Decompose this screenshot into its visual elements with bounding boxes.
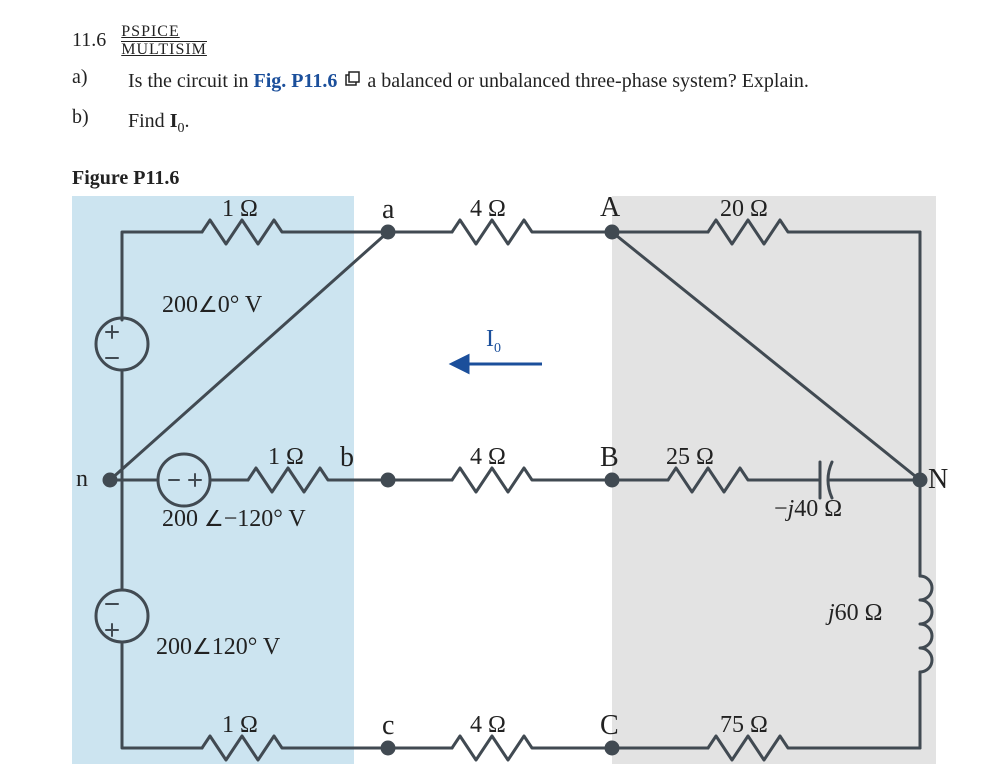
question-a-letter: a)	[72, 66, 128, 98]
label-r-na: 1 Ω	[222, 196, 258, 223]
label-source-1: 200∠0° V	[162, 292, 262, 319]
label-source-2: 200 ∠−120° V	[162, 506, 306, 533]
label-node-n: n	[76, 466, 88, 493]
problem-number: 11.6	[72, 29, 106, 52]
label-node-A: A	[600, 192, 620, 224]
external-link-icon[interactable]	[344, 66, 360, 96]
question-b: b) Find I0.	[72, 106, 961, 139]
question-a: a) Is the circuit in Fig. P11.6 a balanc…	[72, 66, 961, 98]
question-b-text: Find I0.	[128, 106, 189, 139]
label-node-N: N	[928, 464, 948, 496]
label-source-3: 200∠120° V	[156, 634, 280, 661]
question-a-suffix: a balanced or unbalanced three-phase sys…	[367, 70, 808, 92]
label-r-nb: 1 Ω	[268, 444, 304, 471]
label-r-bB: 4 Ω	[470, 444, 506, 471]
label-node-a: a	[382, 194, 394, 226]
label-r-CN: 75 Ω	[720, 712, 768, 739]
label-node-b: b	[340, 442, 354, 474]
label-r-AN: 20 Ω	[720, 196, 768, 223]
circuit-diagram: 1 Ω a 4 Ω A 20 Ω 200∠0° V I0 n 1 Ω b 4 Ω…	[72, 196, 936, 764]
current-arrow	[452, 356, 542, 372]
figure-caption: Figure P11.6	[72, 167, 1001, 190]
problem-header: 11.6 PSPICE MULTISIM a) Is the circuit i…	[0, 0, 1001, 139]
software-labels: PSPICE MULTISIM	[121, 24, 207, 58]
label-r-BN-r: 25 Ω	[666, 444, 714, 471]
label-node-c: c	[382, 710, 394, 742]
label-r-cC: 4 Ω	[470, 712, 506, 739]
label-node-C: C	[600, 710, 619, 742]
label-current-i0: I0	[486, 326, 501, 357]
label-r-NL: j60 Ω	[828, 600, 883, 627]
label-node-B: B	[600, 442, 619, 474]
circuit-svg	[72, 196, 936, 764]
label-r-nc: 1 Ω	[222, 712, 258, 739]
page-root: 11.6 PSPICE MULTISIM a) Is the circuit i…	[0, 0, 1001, 764]
label-r-aA: 4 Ω	[470, 196, 506, 223]
question-a-text: Is the circuit in Fig. P11.6 a balanced …	[128, 66, 809, 98]
question-a-prefix: Is the circuit in	[128, 70, 254, 92]
label-r-BN-c: −j40 Ω	[774, 496, 842, 523]
software-top-label: PSPICE	[121, 24, 207, 40]
question-b-letter: b)	[72, 106, 128, 139]
software-bottom-label: MULTISIM	[121, 41, 207, 58]
figure-reference[interactable]: Fig. P11.6	[254, 70, 338, 92]
